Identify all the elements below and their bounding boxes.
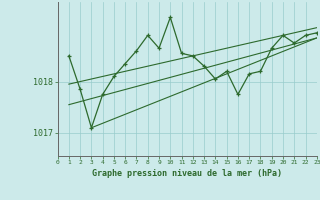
X-axis label: Graphe pression niveau de la mer (hPa): Graphe pression niveau de la mer (hPa) [92, 169, 282, 178]
